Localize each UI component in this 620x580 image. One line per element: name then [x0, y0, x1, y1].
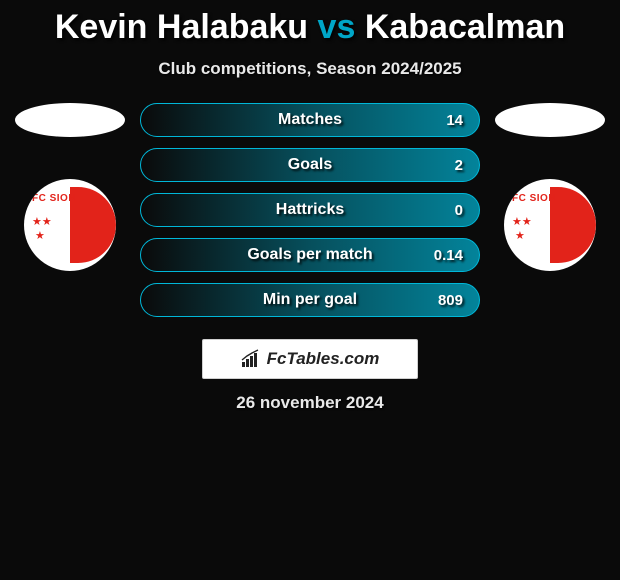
stat-bar-goals: Goals 2 — [140, 148, 480, 182]
subtitle: Club competitions, Season 2024/2025 — [158, 59, 461, 79]
player2-name: Kabacalman — [365, 8, 565, 46]
stat-label: Goals — [288, 156, 332, 174]
stat-label: Matches — [278, 111, 342, 129]
club-name-label: FC SION — [512, 193, 556, 204]
brand-text: FcTables.com — [267, 349, 380, 369]
stat-label: Goals per match — [247, 246, 372, 264]
club-stars-icon: ★★ ★ — [512, 215, 532, 243]
player1-name: Kevin Halabaku — [55, 8, 308, 46]
stat-value-right: 14 — [446, 112, 463, 129]
right-column: FC SION ★★ ★ — [490, 103, 610, 271]
stat-bar-goals-per-match: Goals per match 0.14 — [140, 238, 480, 272]
date-label: 26 november 2024 — [236, 393, 383, 413]
player2-club-logo: FC SION ★★ ★ — [504, 179, 596, 271]
vs-label: vs — [318, 8, 356, 46]
club-stars-icon: ★★ ★ — [32, 215, 52, 243]
stat-value-right: 2 — [455, 157, 463, 174]
stat-bar-min-per-goal: Min per goal 809 — [140, 283, 480, 317]
chart-icon — [241, 349, 261, 369]
club-name-label: FC SION — [32, 193, 76, 204]
player2-avatar — [495, 103, 605, 137]
stat-bar-matches: Matches 14 — [140, 103, 480, 137]
stats-bars: Matches 14 Goals 2 Hattricks 0 Goals per… — [140, 103, 480, 317]
stat-bar-hattricks: Hattricks 0 — [140, 193, 480, 227]
stat-label: Hattricks — [276, 201, 344, 219]
stat-value-right: 809 — [438, 292, 463, 309]
stat-value-right: 0 — [455, 202, 463, 219]
stat-value-right: 0.14 — [434, 247, 463, 264]
stat-label: Min per goal — [263, 291, 357, 309]
left-column: FC SION ★★ ★ — [10, 103, 130, 271]
player1-avatar — [15, 103, 125, 137]
page-title: Kevin Halabaku vs Kabacalman — [55, 8, 565, 47]
comparison-widget: Kevin Halabaku vs Kabacalman Club compet… — [0, 0, 620, 413]
player1-club-logo: FC SION ★★ ★ — [24, 179, 116, 271]
brand-link[interactable]: FcTables.com — [202, 339, 418, 379]
comparison-row: FC SION ★★ ★ Matches 14 Goals 2 Hattrick… — [0, 103, 620, 317]
